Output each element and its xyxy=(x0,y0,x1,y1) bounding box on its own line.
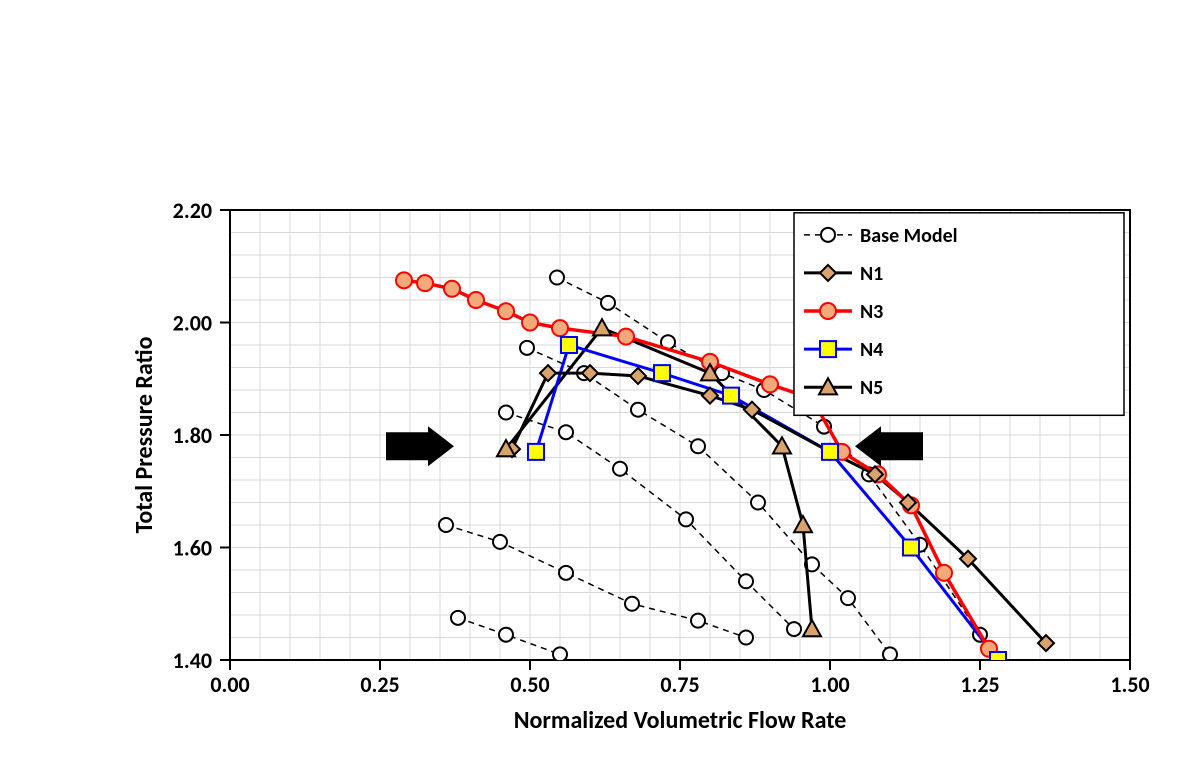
y-axis-label: Total Pressure Ratio xyxy=(130,336,159,533)
svg-text:0.75: 0.75 xyxy=(660,671,699,698)
legend-label: N1 xyxy=(860,262,883,286)
svg-text:0.25: 0.25 xyxy=(360,671,399,698)
svg-text:2.20: 2.20 xyxy=(173,197,212,224)
legend-label: Base Model xyxy=(860,224,958,248)
legend-label: N3 xyxy=(860,300,883,324)
svg-text:1.50: 1.50 xyxy=(1110,671,1149,698)
svg-text:1.40: 1.40 xyxy=(173,647,212,674)
legend-label: N4 xyxy=(860,338,883,362)
svg-text:0.50: 0.50 xyxy=(510,671,549,698)
legend-label: N5 xyxy=(860,376,883,400)
pressure-ratio-chart: 0.00 0.25 0.50 0.75 1.00 1.25 1.50 1.40 1.60 1.80… xyxy=(0,0,1190,778)
x-axis-label: Normalized Volumetric Flow Rate xyxy=(514,706,847,735)
svg-text:1.00: 1.00 xyxy=(810,671,849,698)
svg-text:0.00: 0.00 xyxy=(210,671,249,698)
svg-text:2.00: 2.00 xyxy=(173,310,212,337)
svg-text:1.80: 1.80 xyxy=(173,422,212,449)
svg-text:1.25: 1.25 xyxy=(960,671,999,698)
svg-text:1.60: 1.60 xyxy=(173,535,212,562)
